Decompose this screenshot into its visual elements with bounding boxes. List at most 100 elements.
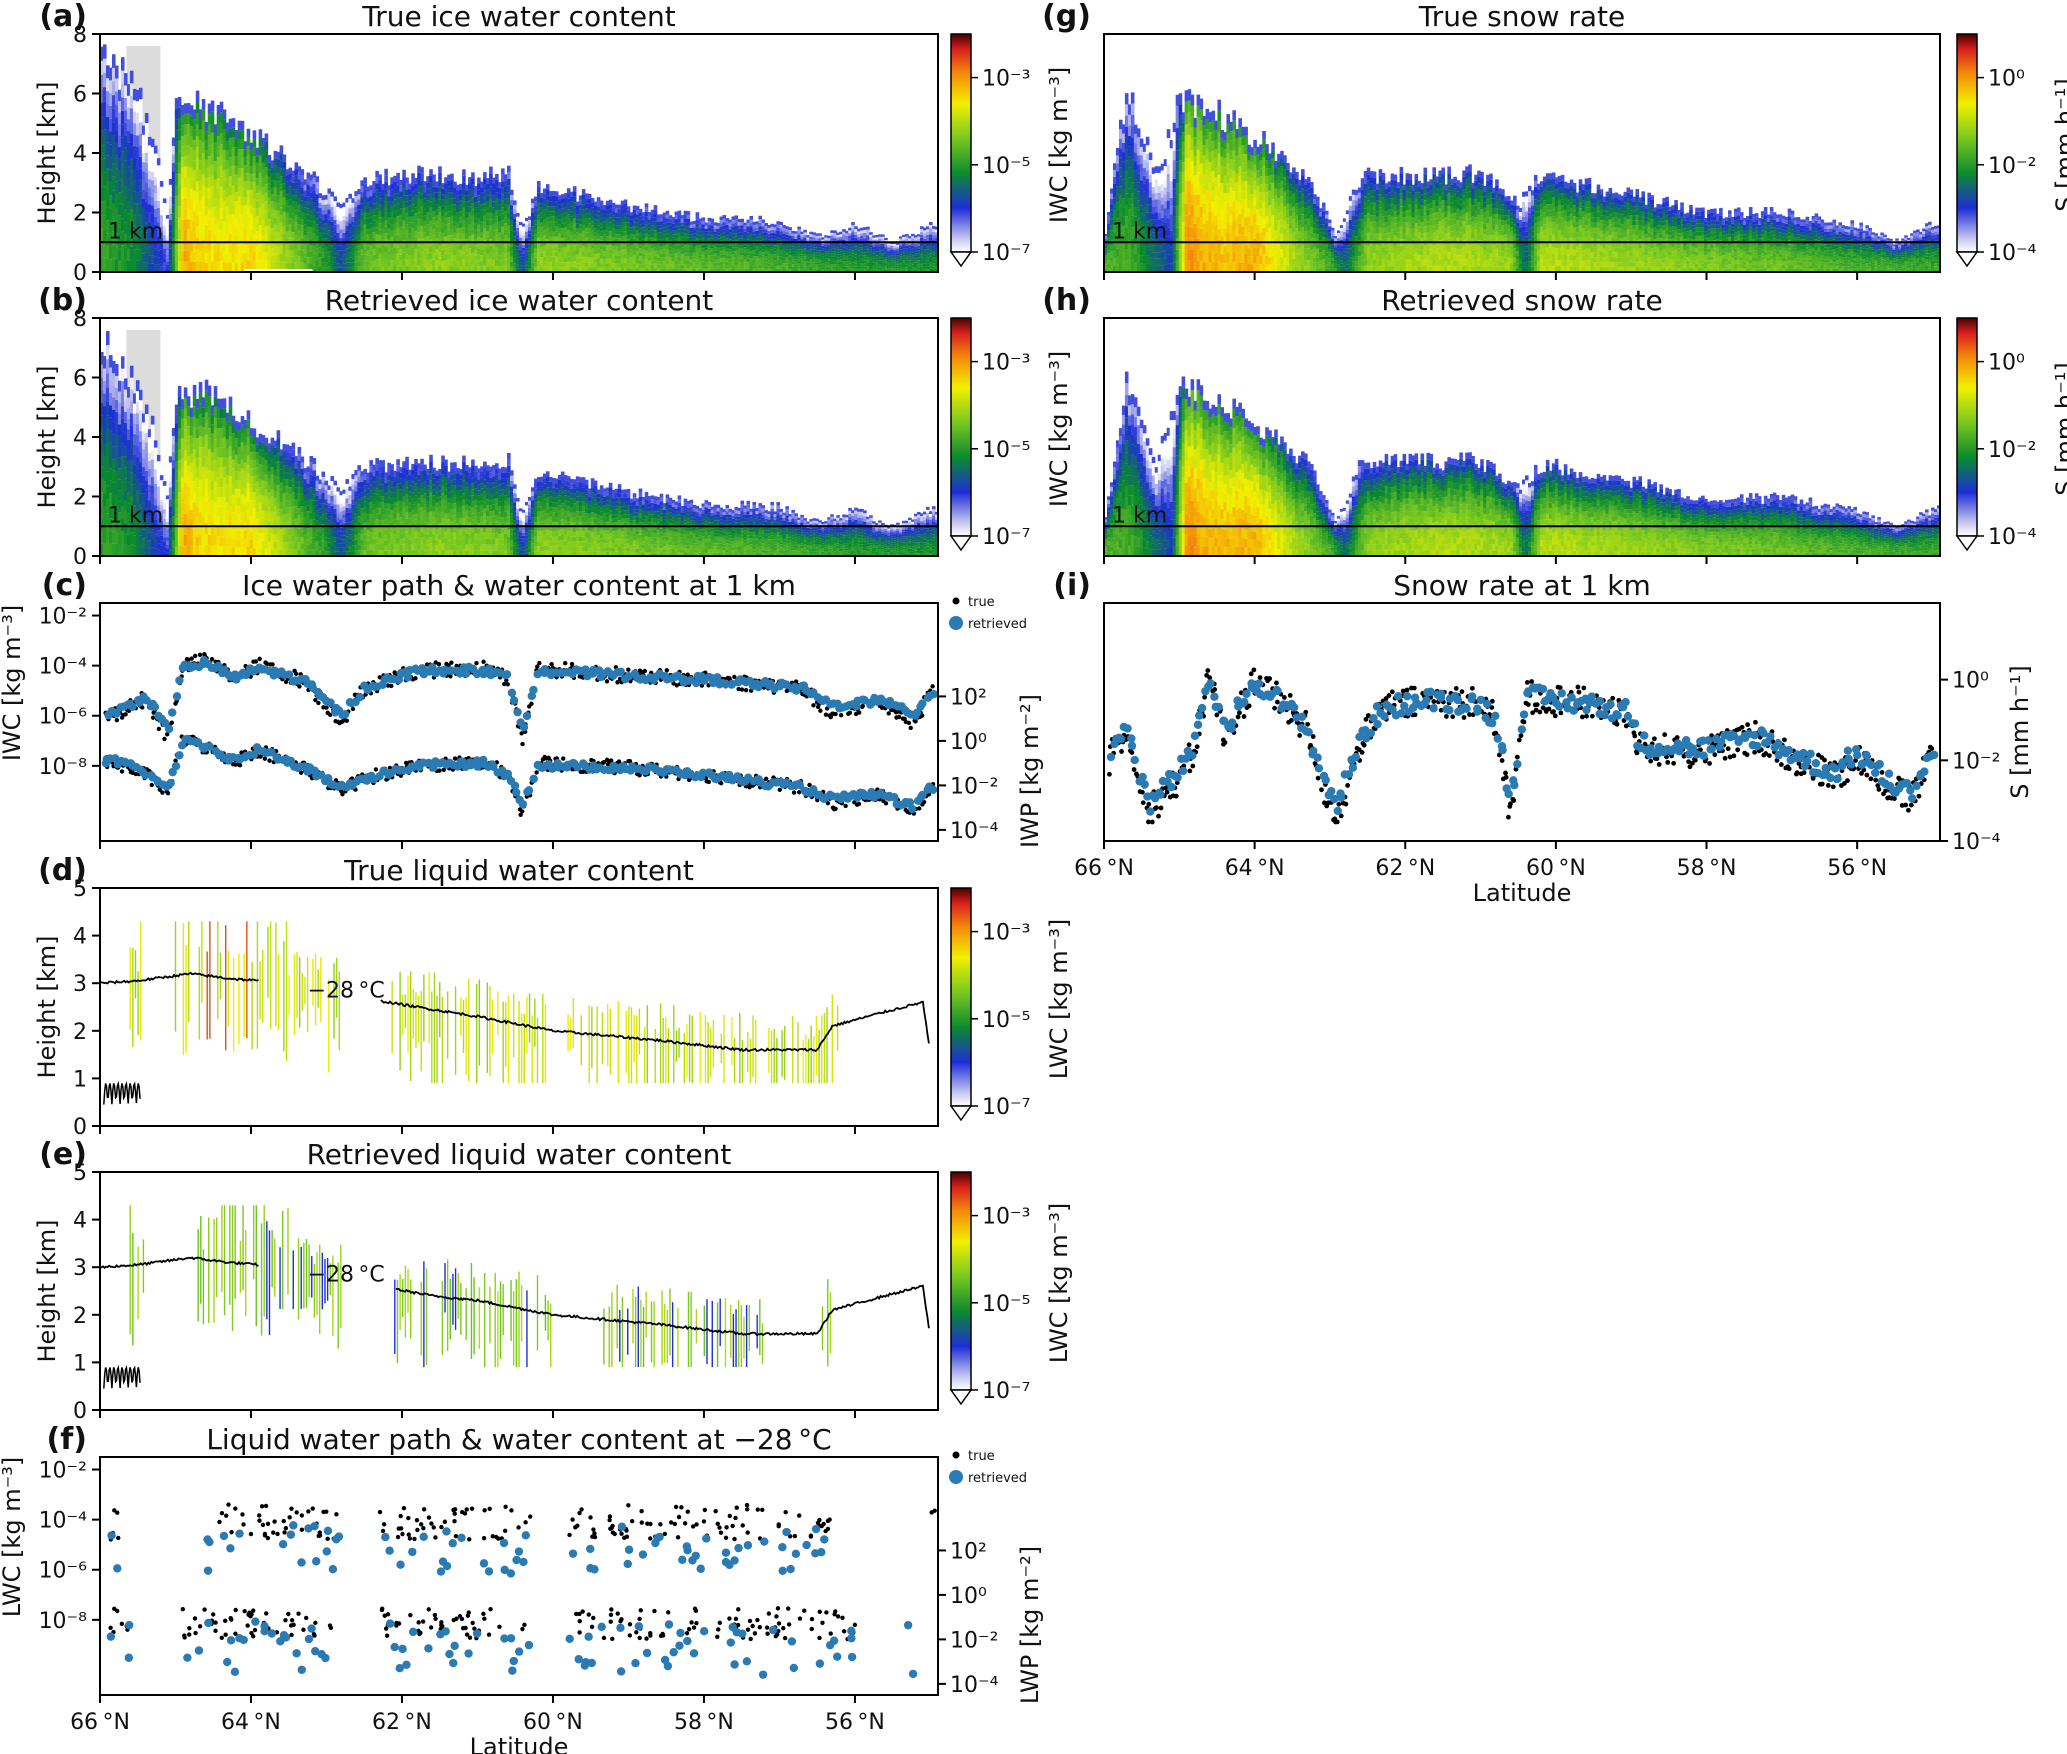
heatmap-cell xyxy=(111,163,116,177)
heatmap-cell xyxy=(174,152,179,164)
heatmap-cell xyxy=(132,146,137,158)
heatmap-cell xyxy=(129,246,134,260)
heatmap-cell xyxy=(180,198,185,210)
heatmap-cell xyxy=(100,60,104,75)
heatmap-cell xyxy=(117,226,122,238)
heatmap-cell xyxy=(309,251,314,258)
colorbar-tick-label: 10⁻³ xyxy=(982,67,1030,92)
heatmap-cell xyxy=(120,191,125,205)
heatmap-cell xyxy=(339,246,344,251)
heatmap-cell xyxy=(144,113,149,123)
heatmap-cell xyxy=(327,251,332,257)
heatmap-cell xyxy=(345,248,350,254)
heatmap-cell xyxy=(141,235,146,245)
heatmap-cell xyxy=(294,262,299,270)
heatmap-cell xyxy=(255,261,260,270)
heatmap-cell xyxy=(231,214,236,224)
heatmap-cell xyxy=(204,234,209,244)
heatmap-cell xyxy=(327,230,332,236)
heatmap-cell xyxy=(159,266,164,272)
heatmap-cell xyxy=(204,131,209,141)
heatmap-cell xyxy=(189,157,194,168)
heatmap-cell xyxy=(243,189,248,198)
heatmap-cell xyxy=(189,251,194,262)
heatmap-cell xyxy=(390,248,394,255)
heatmap-cell xyxy=(321,267,326,272)
heatmap-cell xyxy=(333,201,338,206)
heatmap-cell xyxy=(363,212,367,219)
heatmap-cell xyxy=(189,126,194,137)
heatmap-cell xyxy=(177,385,182,397)
heatmap-cell xyxy=(390,206,394,213)
heatmap-cell xyxy=(282,233,287,241)
heatmap-cell xyxy=(225,131,230,142)
heatmap-cell xyxy=(282,261,287,270)
heatmap-cell xyxy=(123,197,128,210)
heatmap-cell xyxy=(153,264,158,272)
heatmap-cell xyxy=(159,192,164,199)
heatmap-cell xyxy=(171,179,176,188)
heatmap-cell xyxy=(264,218,269,227)
heatmap-cell xyxy=(147,229,152,239)
heatmap-cell xyxy=(285,237,290,245)
heatmap-cell xyxy=(165,247,170,251)
heatmap-cell xyxy=(100,88,104,104)
heatmap-cell xyxy=(195,237,200,250)
heatmap-cell xyxy=(135,192,140,204)
heatmap-cell xyxy=(369,261,373,267)
heatmap-cell xyxy=(363,195,367,201)
heatmap-cell xyxy=(258,172,263,182)
heatmap-cell xyxy=(237,196,242,206)
heatmap-cell xyxy=(111,258,116,272)
heatmap-cell xyxy=(240,168,245,178)
heatmap-cell xyxy=(123,147,128,161)
heatmap-cell xyxy=(306,262,311,270)
heatmap-cell xyxy=(246,225,251,234)
heatmap-cell xyxy=(348,267,352,272)
heatmap-cell xyxy=(333,220,338,225)
heatmap-cell xyxy=(387,244,391,251)
heatmap-cell xyxy=(363,224,367,231)
heatmap-cell xyxy=(207,124,212,136)
heatmap-cell xyxy=(114,168,119,182)
heatmap-cell xyxy=(372,192,376,199)
heatmap-cell xyxy=(291,170,296,177)
heatmap-cell xyxy=(186,103,191,114)
heatmap-cell xyxy=(228,243,233,253)
heatmap-cell xyxy=(234,218,239,228)
heatmap-cell xyxy=(183,198,188,209)
heatmap-cell xyxy=(144,162,149,173)
heatmap-cell xyxy=(381,233,385,239)
heatmap-cell xyxy=(111,122,116,136)
heatmap-cell xyxy=(342,215,347,220)
heatmap-cell xyxy=(150,230,155,239)
heatmap-cell xyxy=(135,260,140,272)
heatmap-cell xyxy=(255,208,260,216)
heatmap-cell xyxy=(192,231,197,242)
heatmap-cell xyxy=(366,261,370,267)
heatmap-cell xyxy=(354,241,358,247)
heatmap-cell xyxy=(261,187,266,196)
heatmap-cell xyxy=(120,97,125,111)
heatmap-cell xyxy=(405,177,409,184)
heatmap-cell xyxy=(117,215,122,227)
heatmap-cell xyxy=(372,198,376,204)
heatmap-cell xyxy=(303,224,308,230)
heatmap-cell xyxy=(336,263,341,268)
heatmap-cell xyxy=(246,198,251,208)
heatmap-cell xyxy=(300,231,305,238)
heatmap-cell xyxy=(369,207,373,213)
heatmap-cell xyxy=(150,197,155,206)
heatmap-cell xyxy=(264,175,269,185)
heatmap-cell xyxy=(342,232,347,238)
heatmap-cell xyxy=(390,218,394,225)
heatmap-cell xyxy=(165,218,170,223)
heatmap-cell xyxy=(174,185,179,196)
heatmap-cell xyxy=(192,119,197,130)
heatmap-cell xyxy=(273,165,278,174)
heatmap-cell xyxy=(270,221,275,229)
heatmap-cell xyxy=(213,262,218,272)
heatmap-cell xyxy=(156,250,161,258)
heatmap-cell xyxy=(117,180,122,193)
heatmap-cell xyxy=(207,177,212,188)
